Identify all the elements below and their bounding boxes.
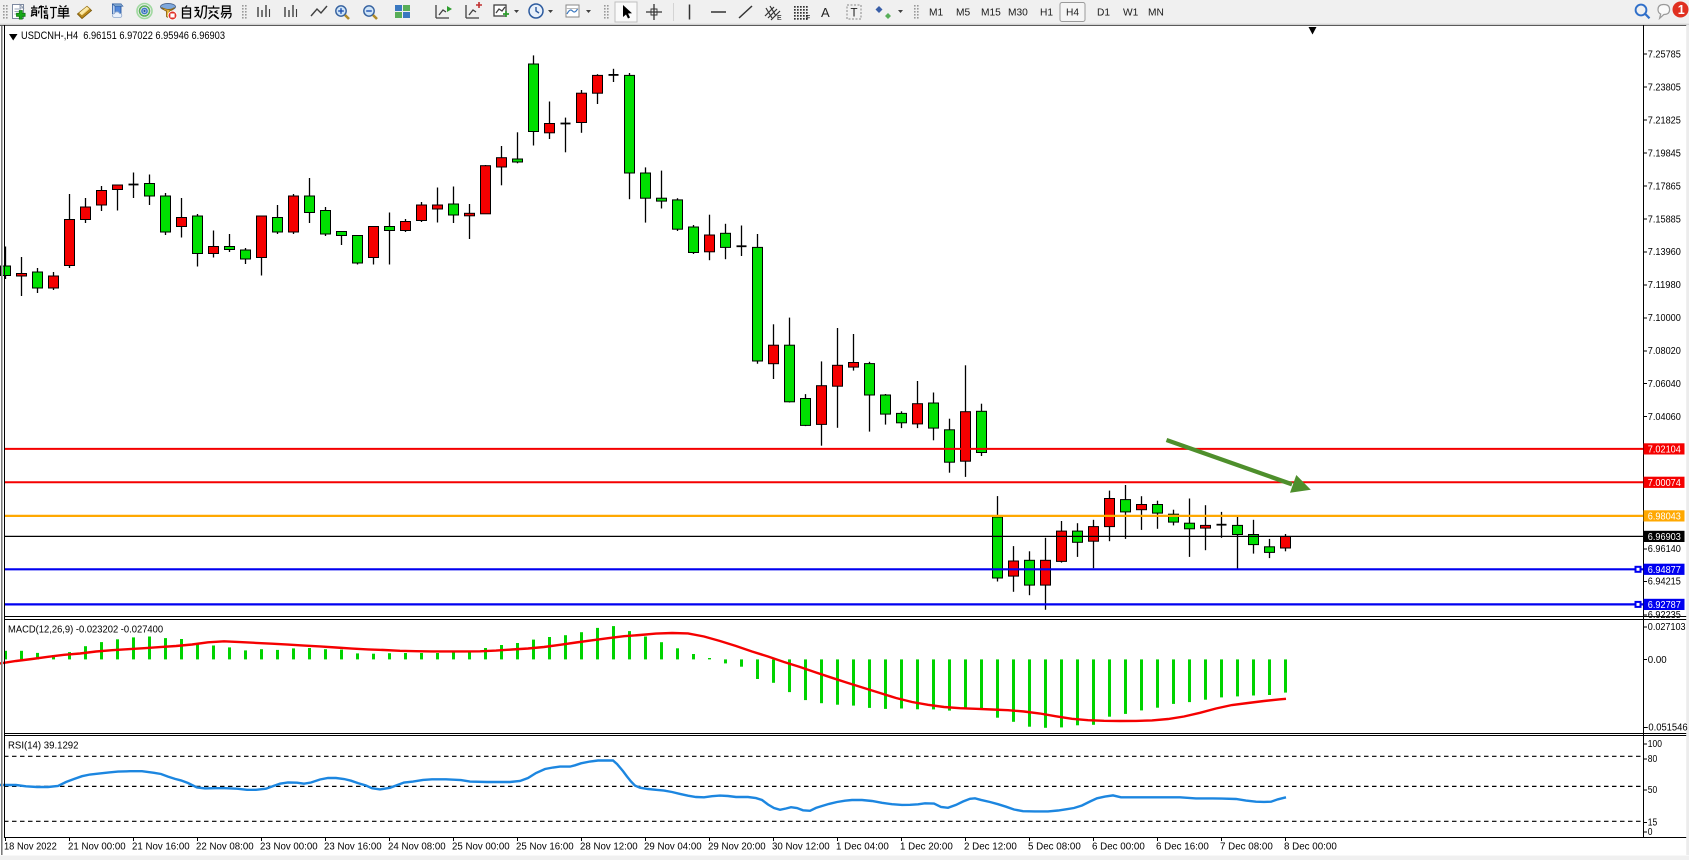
- svg-text:7.08020: 7.08020: [1648, 346, 1681, 357]
- svg-text:100: 100: [1648, 739, 1663, 750]
- svg-text:6.92787: 6.92787: [1648, 600, 1681, 611]
- svg-text:7.13960: 7.13960: [1648, 247, 1681, 258]
- svg-text:0: 0: [1648, 827, 1653, 838]
- svg-text:28 Nov 12:00: 28 Nov 12:00: [580, 842, 638, 853]
- svg-text:E: E: [777, 15, 782, 22]
- svg-text:23 Nov 16:00: 23 Nov 16:00: [324, 842, 382, 853]
- svg-text:29 Nov 20:00: 29 Nov 20:00: [708, 842, 766, 853]
- svg-text:1 Dec 04:00: 1 Dec 04:00: [836, 842, 889, 853]
- svg-text:7.04060: 7.04060: [1648, 412, 1681, 423]
- svg-text:M15: M15: [981, 8, 1001, 19]
- svg-text:1 Dec 20:00: 1 Dec 20:00: [900, 842, 953, 853]
- svg-text:50: 50: [1648, 785, 1658, 796]
- svg-text:21 Nov 16:00: 21 Nov 16:00: [132, 842, 190, 853]
- svg-text:7 Dec 08:00: 7 Dec 08:00: [1220, 842, 1273, 853]
- svg-text:M30: M30: [1008, 8, 1028, 19]
- svg-text:6.98043: 6.98043: [1648, 512, 1681, 523]
- svg-text:7.19845: 7.19845: [1648, 148, 1681, 159]
- svg-text:6.94877: 6.94877: [1648, 565, 1681, 576]
- svg-text:22 Nov 08:00: 22 Nov 08:00: [196, 842, 254, 853]
- svg-text:USDCNH-,H4 6.96151 6.97022 6.: USDCNH-,H4 6.96151 6.97022 6.95946 6.969…: [21, 30, 225, 42]
- svg-text:7.21825: 7.21825: [1648, 115, 1681, 126]
- svg-text:H1: H1: [1040, 8, 1053, 19]
- svg-text:RSI(14) 39.1292: RSI(14) 39.1292: [8, 741, 79, 752]
- svg-text:-0.051546: -0.051546: [1645, 723, 1688, 734]
- svg-text:MACD(12,26,9) -0.023202 -0.027: MACD(12,26,9) -0.023202 -0.027400: [8, 625, 164, 636]
- svg-text:7.02104: 7.02104: [1648, 445, 1681, 456]
- svg-text:7.11980: 7.11980: [1648, 280, 1681, 291]
- svg-text:7.10000: 7.10000: [1648, 313, 1681, 324]
- svg-text:25 Nov 00:00: 25 Nov 00:00: [452, 842, 510, 853]
- svg-text:7.15885: 7.15885: [1648, 214, 1681, 225]
- svg-text:0.00: 0.00: [1648, 655, 1667, 666]
- svg-text:F: F: [806, 15, 810, 22]
- svg-text:29 Nov 04:00: 29 Nov 04:00: [644, 842, 702, 853]
- svg-text:80: 80: [1648, 754, 1658, 765]
- svg-text:7.06040: 7.06040: [1648, 379, 1681, 390]
- svg-text:6.94215: 6.94215: [1648, 576, 1681, 587]
- svg-text:6.96140: 6.96140: [1648, 544, 1681, 555]
- svg-text:M1: M1: [929, 8, 943, 19]
- svg-text:6.96903: 6.96903: [1648, 532, 1681, 543]
- svg-text:7.17865: 7.17865: [1648, 181, 1681, 192]
- svg-text:T: T: [851, 8, 858, 20]
- svg-text:24 Nov 08:00: 24 Nov 08:00: [388, 842, 446, 853]
- svg-text:M5: M5: [956, 8, 970, 19]
- svg-text:21 Nov 00:00: 21 Nov 00:00: [68, 842, 126, 853]
- svg-text:W1: W1: [1123, 8, 1139, 19]
- svg-text:6.92235: 6.92235: [1648, 610, 1681, 621]
- svg-text:0.027103: 0.027103: [1648, 622, 1686, 633]
- svg-text:30 Nov 12:00: 30 Nov 12:00: [772, 842, 830, 853]
- svg-text:D1: D1: [1097, 8, 1110, 19]
- svg-text:6 Dec 00:00: 6 Dec 00:00: [1092, 842, 1145, 853]
- svg-text:25 Nov 16:00: 25 Nov 16:00: [516, 842, 574, 853]
- svg-text:7.23805: 7.23805: [1648, 82, 1681, 93]
- svg-text:A: A: [821, 5, 830, 20]
- svg-text:15: 15: [1648, 818, 1658, 829]
- svg-text:MN: MN: [1148, 8, 1164, 19]
- svg-text:18 Nov 2022: 18 Nov 2022: [4, 842, 57, 853]
- svg-text:2 Dec 12:00: 2 Dec 12:00: [964, 842, 1017, 853]
- svg-text:23 Nov 00:00: 23 Nov 00:00: [260, 842, 318, 853]
- svg-text:H4: H4: [1066, 8, 1079, 19]
- svg-text:6 Dec 16:00: 6 Dec 16:00: [1156, 842, 1209, 853]
- svg-text:8 Dec 00:00: 8 Dec 00:00: [1284, 842, 1337, 853]
- svg-text:5 Dec 08:00: 5 Dec 08:00: [1028, 842, 1081, 853]
- svg-text:7.00074: 7.00074: [1648, 478, 1681, 489]
- svg-text:7.25785: 7.25785: [1648, 49, 1681, 60]
- svg-text:1: 1: [1678, 3, 1685, 17]
